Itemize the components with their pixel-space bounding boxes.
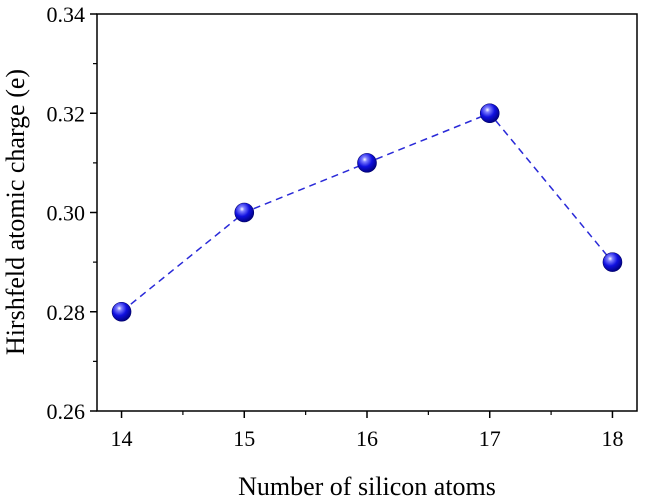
series-line <box>121 112 614 313</box>
y-tick-label: 0.34 <box>47 2 86 27</box>
x-tick-label: 14 <box>111 426 133 451</box>
data-point <box>111 301 132 322</box>
y-axis-title: Hirshfeld atomic charge (e) <box>1 69 30 355</box>
x-tick-label: 15 <box>233 426 255 451</box>
plot-frame <box>96 13 638 412</box>
y-axis: 0.26 0.28 0.30 0.32 0.34 <box>47 2 97 424</box>
x-axis-title: Number of silicon atoms <box>238 472 496 501</box>
y-tick-label: 0.26 <box>47 399 86 424</box>
y-tick-label: 0.32 <box>47 101 86 126</box>
data-point <box>479 103 500 124</box>
x-tick-label: 17 <box>479 426 501 451</box>
y-tick-label: 0.28 <box>47 300 86 325</box>
y-tick-label: 0.30 <box>47 201 86 226</box>
x-tick-label: 16 <box>356 426 378 451</box>
data-point <box>234 202 255 223</box>
x-tick-label: 18 <box>601 426 623 451</box>
data-points <box>111 103 623 322</box>
x-axis: 14 15 16 17 18 <box>111 411 623 451</box>
data-point <box>602 252 623 272</box>
data-point <box>357 153 377 173</box>
